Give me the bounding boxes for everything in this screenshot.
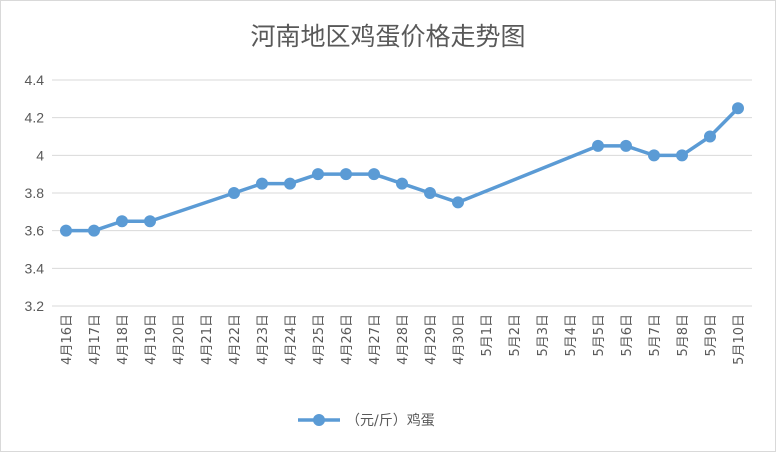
x-tick-label: 5月1日 xyxy=(480,314,495,357)
data-point xyxy=(256,177,268,190)
x-tick-label: 4月19日 xyxy=(144,314,159,365)
data-point xyxy=(116,215,128,228)
y-tick-label: 4 xyxy=(36,147,44,163)
x-tick-label: 5月9日 xyxy=(704,314,719,357)
series-markers xyxy=(60,102,744,237)
data-point xyxy=(312,168,324,181)
x-tick-label: 4月23日 xyxy=(256,314,271,365)
x-tick-label: 4月24日 xyxy=(284,314,299,365)
data-point xyxy=(732,102,744,115)
x-tick-label: 4月27日 xyxy=(368,314,383,365)
x-tick-label: 4月18日 xyxy=(116,314,131,365)
data-point xyxy=(592,139,604,152)
y-tick-label: 3.8 xyxy=(25,185,45,201)
data-point xyxy=(452,196,464,209)
x-tick-label: 5月4日 xyxy=(564,314,579,357)
data-point xyxy=(704,130,716,143)
y-tick-label: 3.6 xyxy=(25,223,45,239)
x-tick-label: 4月30日 xyxy=(452,314,467,365)
data-point xyxy=(368,168,380,181)
data-point xyxy=(340,168,352,181)
x-tick-label: 5月5日 xyxy=(592,314,607,357)
legend-marker-icon xyxy=(313,414,325,426)
x-tick-label: 4月21日 xyxy=(200,314,215,365)
x-tick-label: 5月8日 xyxy=(676,314,691,357)
data-point xyxy=(676,149,688,162)
chart-title: 河南地区鸡蛋价格走势图 xyxy=(250,22,525,51)
legend: （元/斤）鸡蛋 xyxy=(298,412,435,429)
x-tick-label: 5月7日 xyxy=(648,314,663,357)
data-point xyxy=(228,187,240,199)
x-tick-label: 4月28日 xyxy=(396,314,411,365)
x-axis-ticks: 4月16日 4月17日 4月18日 4月19日 4月20日 4月21日 4月22日 4月23日… xyxy=(60,314,747,365)
x-tick-label: 4月22日 xyxy=(228,314,243,365)
x-tick-label: 5月6日 xyxy=(620,314,635,357)
y-axis-ticks: 3.2 3.4 3.6 3.8 4 4.2 4.4 xyxy=(25,72,45,314)
series-line xyxy=(64,106,740,233)
y-tick-label: 4.2 xyxy=(25,110,45,126)
data-point xyxy=(60,224,72,237)
y-tick-label: 3.4 xyxy=(25,260,45,276)
data-point xyxy=(144,215,156,228)
data-point xyxy=(284,177,296,190)
x-tick-label: 5月2日 xyxy=(508,314,523,357)
legend-label: （元/斤）鸡蛋 xyxy=(346,412,435,429)
data-point xyxy=(88,224,100,237)
y-tick-label: 4.4 xyxy=(25,72,45,88)
y-tick-label: 3.2 xyxy=(25,298,45,314)
x-tick-label: 4月16日 xyxy=(60,314,75,365)
x-tick-label: 4月29日 xyxy=(424,314,439,365)
x-tick-label: 5月10日 xyxy=(732,314,747,365)
data-point xyxy=(648,149,660,162)
x-tick-label: 4月25日 xyxy=(312,314,327,365)
x-tick-label: 4月17日 xyxy=(88,314,103,365)
data-point xyxy=(620,139,632,152)
data-point xyxy=(396,177,408,190)
x-tick-label: 4月26日 xyxy=(340,314,355,365)
data-point xyxy=(424,187,436,199)
x-tick-label: 4月20日 xyxy=(172,314,187,365)
gridlines xyxy=(52,79,752,307)
x-tick-label: 5月3日 xyxy=(536,314,551,357)
